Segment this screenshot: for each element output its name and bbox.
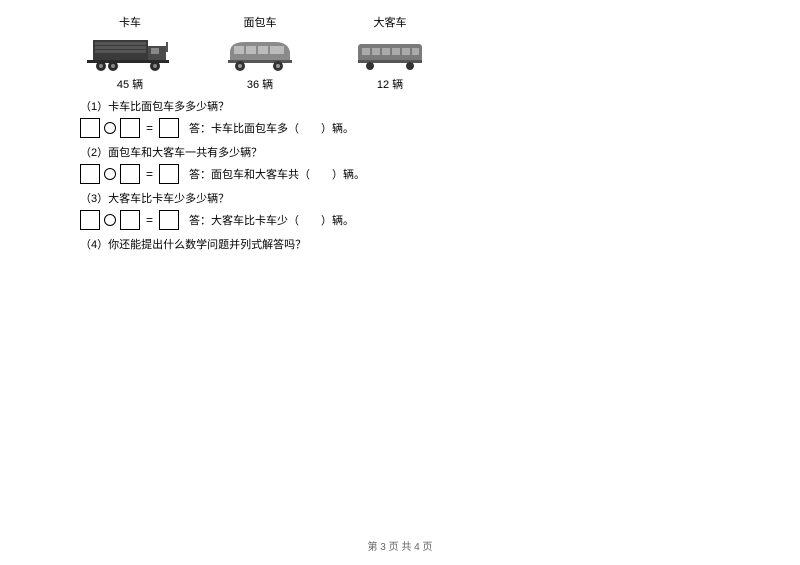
answer-2: 答：面包车和大客车共（ ）辆。: [189, 166, 365, 182]
minibus-icon: [215, 34, 305, 74]
equals-sign: =: [146, 213, 153, 227]
vehicles-row: 卡车 45 辆: [80, 14, 720, 92]
truck-icon: [85, 34, 175, 74]
truck-label: 卡车: [119, 14, 141, 30]
equals-sign: =: [146, 121, 153, 135]
blank-box[interactable]: [159, 118, 179, 138]
answer-1: 答：卡车比面包车多（ ）辆。: [189, 120, 354, 136]
vehicle-minibus: 面包车 36 辆: [210, 14, 310, 92]
vehicle-truck: 卡车 45 辆: [80, 14, 180, 92]
bus-label: 大客车: [374, 14, 407, 30]
equals-sign: =: [146, 167, 153, 181]
blank-box[interactable]: [120, 210, 140, 230]
bus-icon: [345, 34, 435, 74]
minibus-count: 36 辆: [247, 76, 273, 92]
answer-3: 答：大客车比卡车少（ ）辆。: [189, 212, 354, 228]
question-3-prompt: （3）大客车比卡车少多少辆？: [80, 190, 720, 206]
worksheet-content: 卡车 45 辆: [0, 0, 800, 252]
blank-box[interactable]: [80, 210, 100, 230]
blank-box[interactable]: [120, 164, 140, 184]
minibus-label: 面包车: [244, 14, 277, 30]
blank-box[interactable]: [159, 210, 179, 230]
truck-count: 45 辆: [117, 76, 143, 92]
blank-box[interactable]: [120, 118, 140, 138]
question-1-prompt: （1）卡车比面包车多多少辆？: [80, 98, 720, 114]
operator-circle[interactable]: [104, 214, 116, 226]
blank-box[interactable]: [159, 164, 179, 184]
equation-2: = 答：面包车和大客车共（ ）辆。: [80, 164, 720, 184]
operator-circle[interactable]: [104, 122, 116, 134]
bus-count: 12 辆: [377, 76, 403, 92]
question-2-prompt: （2）面包车和大客车一共有多少辆？: [80, 144, 720, 160]
equation-1: = 答：卡车比面包车多（ ）辆。: [80, 118, 720, 138]
question-4-prompt: （4）你还能提出什么数学问题并列式解答吗？: [80, 236, 720, 252]
operator-circle[interactable]: [104, 168, 116, 180]
vehicle-bus: 大客车 12 辆: [340, 14, 440, 92]
blank-box[interactable]: [80, 164, 100, 184]
blank-box[interactable]: [80, 118, 100, 138]
equation-3: = 答：大客车比卡车少（ ）辆。: [80, 210, 720, 230]
page-footer: 第 3 页 共 4 页: [0, 538, 800, 553]
